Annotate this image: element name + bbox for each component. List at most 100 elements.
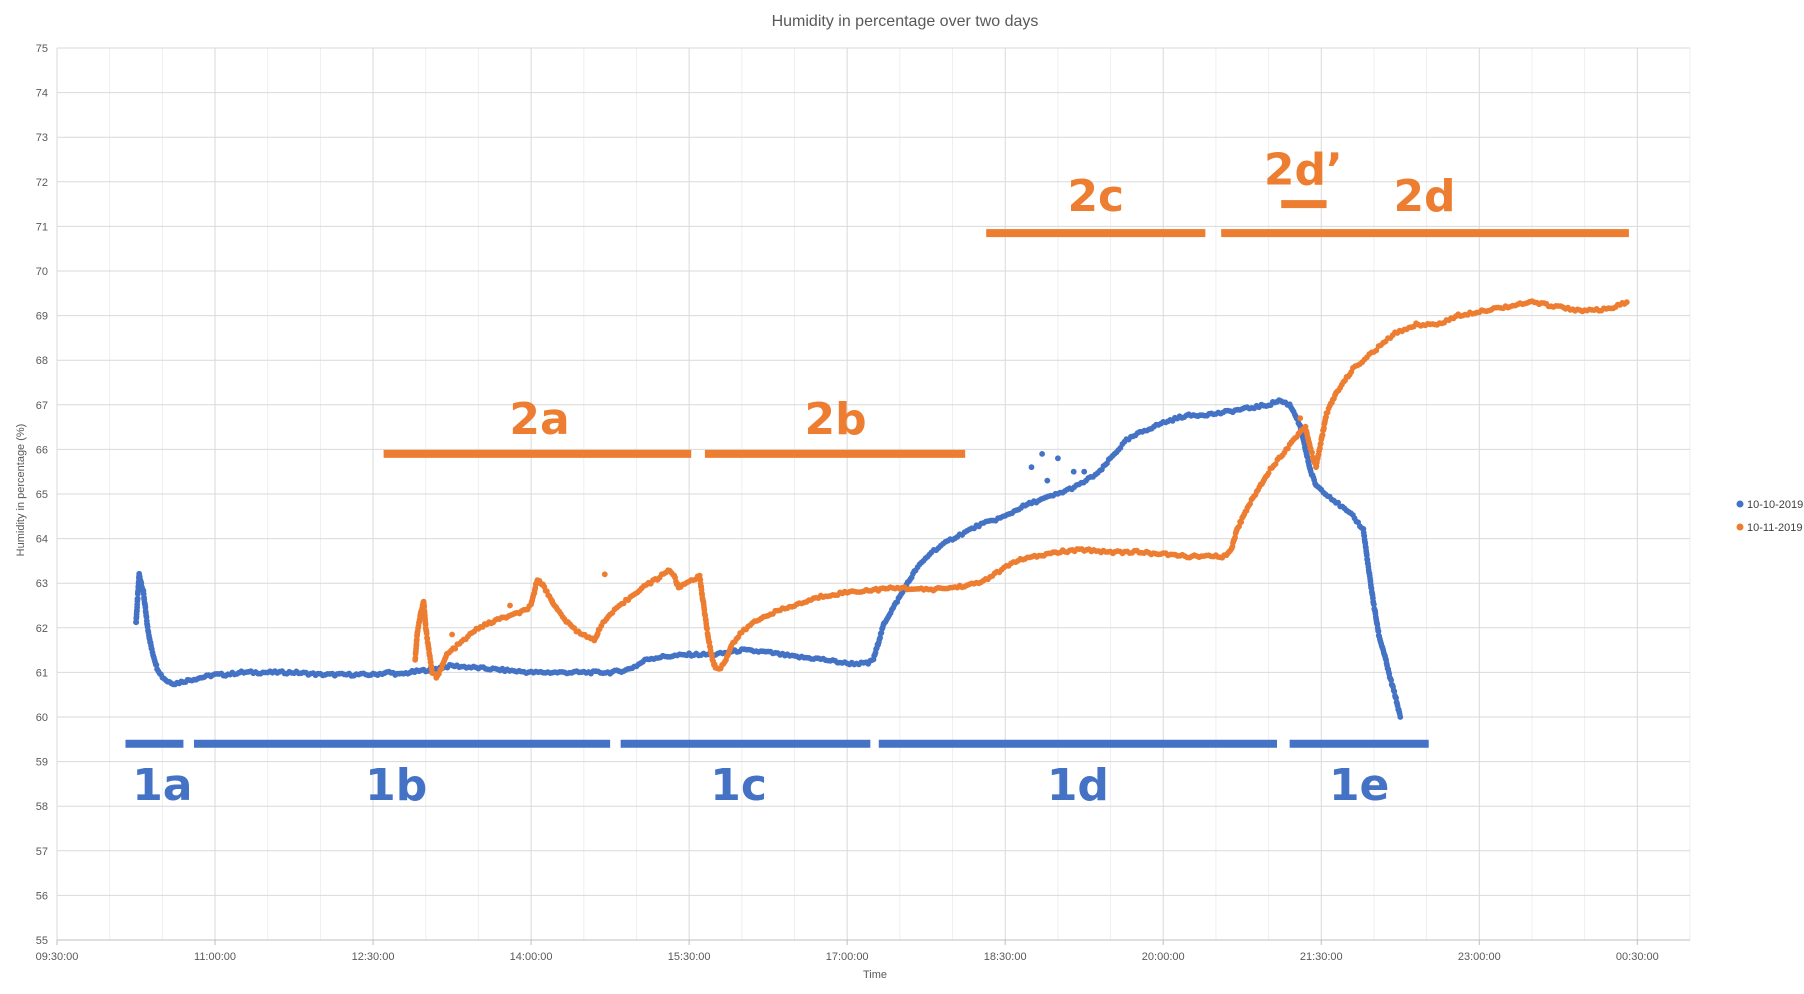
segment-label-2d: 2d [1393, 171, 1455, 222]
outlier-point [601, 571, 608, 578]
y-tick-label: 56 [36, 890, 48, 902]
y-tick-label: 62 [36, 623, 48, 635]
y-axis-title: Humidity in percentage (%) [15, 424, 27, 557]
chart-title: Humidity in percentage over two days [772, 13, 1039, 30]
segment-label-1c: 1c [710, 760, 767, 811]
data-series [133, 298, 1630, 720]
segment-bar-1e [1289, 739, 1429, 748]
data-point [1317, 440, 1324, 447]
data-point [1319, 432, 1326, 438]
data-point [1238, 519, 1245, 525]
y-tick-label: 66 [36, 444, 48, 456]
data-point [1309, 449, 1315, 456]
segment-bar-2d [1221, 229, 1629, 238]
y-tick-label: 68 [36, 355, 48, 367]
outlier-point [1297, 415, 1304, 422]
axes: 55 56 57 58 59 60 61 62 63 64 65 66 67 68 69 70 71 72 73 74… [36, 43, 1690, 963]
data-point [1232, 534, 1238, 541]
y-tick-label: 64 [36, 534, 48, 546]
y-tick-label: 58 [36, 801, 48, 813]
y-tick-label: 63 [36, 578, 48, 590]
x-tick-label: 23:00:00 [1458, 951, 1501, 963]
series-10-11-2019 [412, 298, 1630, 681]
y-tick-label: 61 [36, 667, 48, 679]
legend-marker-10-10-2019 [1736, 500, 1744, 508]
outlier-point [1055, 455, 1061, 462]
segment-bar-2a [383, 449, 692, 458]
data-point [153, 662, 160, 668]
y-tick-label: 70 [36, 266, 48, 278]
data-point [134, 595, 141, 602]
x-tick-label: 11:00:00 [194, 951, 236, 963]
data-point [1623, 299, 1630, 306]
segment-label-2c: 2c [1067, 171, 1124, 222]
x-tick-label: 09:30:00 [36, 951, 79, 963]
data-point [1371, 601, 1377, 608]
x-axis-title: Time [863, 969, 887, 981]
outlier-point [549, 598, 556, 604]
x-tick-label: 15:30:00 [668, 951, 711, 963]
data-point [423, 630, 430, 637]
data-point [452, 645, 459, 652]
segment-label-1d: 1d [1047, 760, 1109, 811]
y-tick-label: 57 [36, 846, 48, 858]
x-tick-label: 17:00:00 [826, 951, 869, 963]
x-tick-label: 20:00:00 [1142, 951, 1185, 963]
legend-label-10-10-2019: 10-10-2019 [1747, 499, 1803, 511]
segment-bar-2c [986, 229, 1206, 238]
data-point [1397, 714, 1404, 720]
y-tick-label: 69 [36, 311, 48, 323]
outlier-point [507, 602, 513, 609]
outlier-point [1070, 468, 1077, 475]
outlier-point [1039, 451, 1045, 457]
segment-bar-1a [125, 739, 184, 748]
segment-label-1b: 1b [365, 760, 427, 811]
data-point [1265, 470, 1272, 476]
segment-annotations: 1a 1b 1c 1d 1e 2a 2b 2c 2d 2d’ [125, 144, 1629, 811]
legend-marker-10-11-2019 [1736, 523, 1744, 531]
segment-label-2d’: 2d’ [1264, 144, 1343, 195]
data-point [1391, 688, 1398, 695]
legend: 10-10-2019 10-11-2019 [1736, 499, 1803, 534]
y-tick-label: 55 [36, 935, 48, 947]
x-tick-label: 00:30:00 [1616, 951, 1659, 963]
segment-bar-2d’ [1281, 200, 1327, 209]
data-point [1373, 347, 1380, 354]
y-tick-label: 75 [36, 43, 48, 55]
segment-bar-1d [878, 739, 1278, 748]
data-point [704, 625, 710, 632]
y-tick-label: 72 [36, 177, 48, 189]
gridlines [56, 47, 1691, 941]
legend-label-10-11-2019: 10-11-2019 [1747, 522, 1802, 534]
y-tick-label: 59 [36, 757, 48, 769]
segment-bar-2b [704, 449, 966, 458]
x-tick-label: 14:00:00 [510, 951, 553, 963]
y-tick-label: 73 [36, 132, 48, 144]
x-tick-label: 12:30:00 [352, 951, 395, 963]
outlier-point [449, 631, 455, 638]
data-point [1388, 677, 1394, 684]
x-tick-label: 21:30:00 [1300, 951, 1343, 963]
segment-label-1a: 1a [132, 760, 192, 811]
y-tick-label: 65 [36, 489, 48, 501]
outlier-point [1028, 464, 1035, 471]
segment-bar-1c [620, 739, 871, 748]
data-point [1272, 461, 1279, 467]
segment-label-2b: 2b [805, 394, 867, 445]
data-point [1236, 523, 1242, 530]
x-tick-label: 18:30:00 [984, 951, 1027, 963]
segment-label-2a: 2a [509, 394, 569, 445]
y-tick-label: 71 [36, 221, 48, 233]
data-point [1393, 695, 1399, 701]
data-point [1247, 500, 1253, 507]
y-tick-label: 60 [36, 712, 48, 724]
outlier-point [1081, 468, 1088, 475]
y-tick-label: 74 [36, 88, 48, 100]
segment-bar-1b [193, 739, 611, 748]
outlier-point [1044, 477, 1051, 484]
y-tick-label: 67 [36, 400, 48, 412]
series-10-10-2019 [133, 397, 1404, 720]
segment-label-1e: 1e [1329, 760, 1389, 811]
